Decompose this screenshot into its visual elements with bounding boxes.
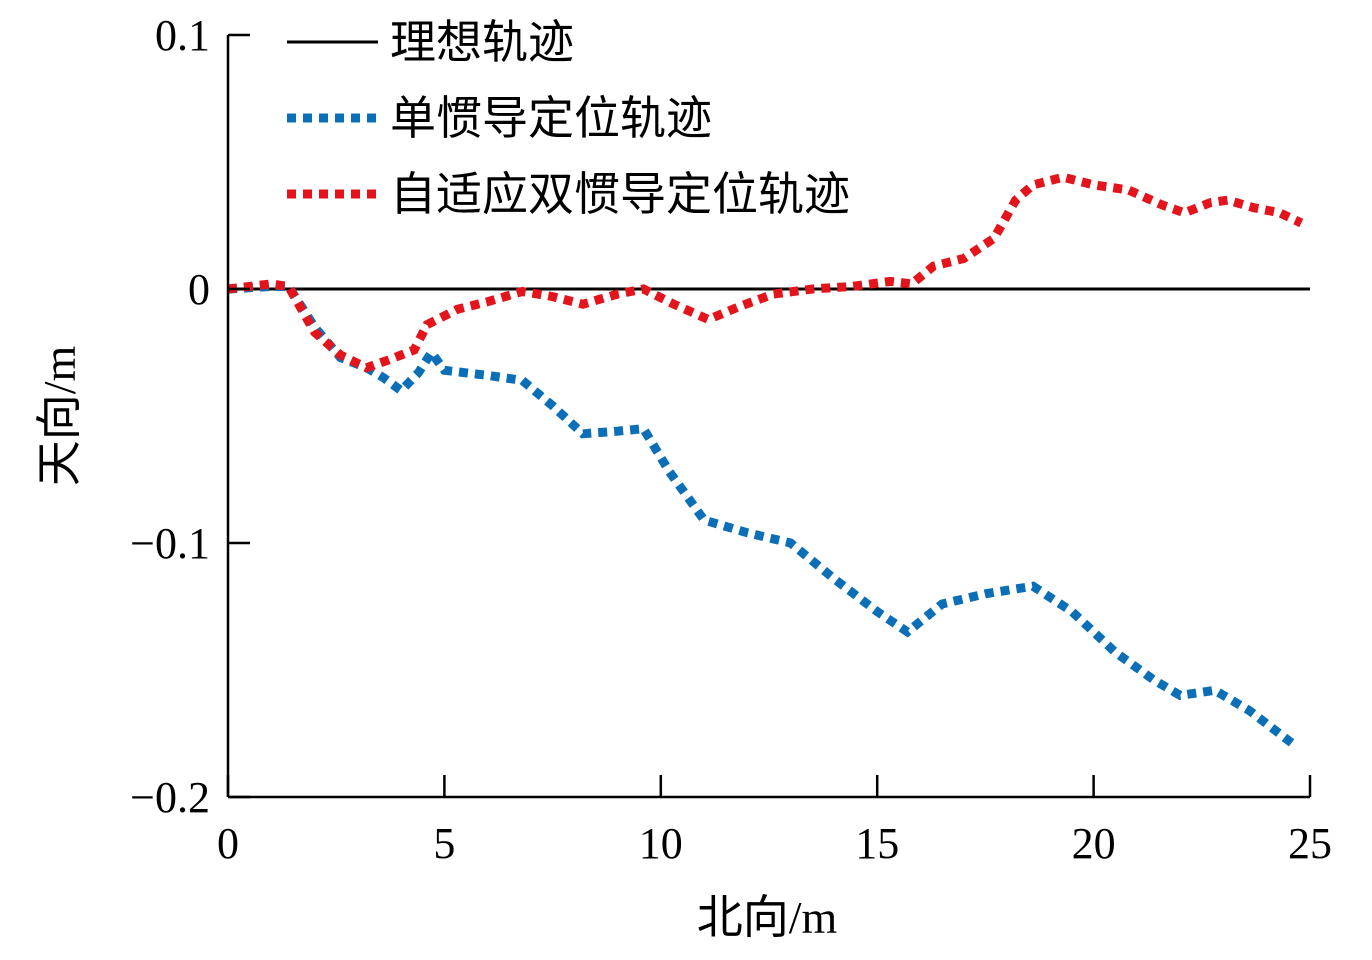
x-tick-label: 15 bbox=[855, 819, 899, 868]
y-tick-label: −0.2 bbox=[130, 773, 210, 822]
legend-label-0: 理想轨迹 bbox=[390, 17, 574, 68]
x-tick-label: 5 bbox=[433, 819, 455, 868]
ticks: 0 5 10 15 20 25 0.1 0 −0.1 −0.2 bbox=[130, 11, 1332, 868]
x-axis-label: 北向/m bbox=[697, 892, 838, 943]
y-axis-label: 天向/m bbox=[34, 346, 85, 487]
legend-label-1: 单惯导定位轨迹 bbox=[390, 93, 712, 144]
legend-label-2: 自适应双惯导定位轨迹 bbox=[390, 169, 850, 220]
x-tick-label: 25 bbox=[1288, 819, 1332, 868]
y-tick-label: 0.1 bbox=[155, 11, 210, 60]
x-tick-label: 10 bbox=[639, 819, 683, 868]
series-line-1 bbox=[227, 282, 1296, 748]
x-tick-label: 20 bbox=[1072, 819, 1116, 868]
y-tick-label: −0.1 bbox=[130, 519, 210, 568]
x-tick-label: 0 bbox=[217, 819, 239, 868]
y-tick-label: 0 bbox=[188, 265, 210, 314]
axes bbox=[226, 35, 1310, 799]
plot-lines bbox=[227, 172, 1310, 748]
series-line-2 bbox=[227, 172, 1304, 373]
